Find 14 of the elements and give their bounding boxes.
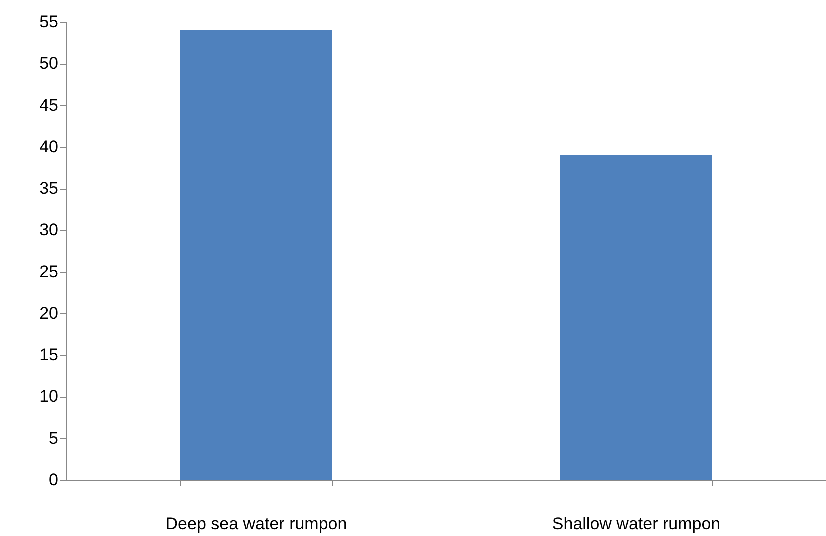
x-tick-label: Deep sea water rumpon: [166, 514, 348, 534]
y-tick-label: 25: [40, 262, 58, 282]
y-tick-label: 40: [40, 137, 58, 156]
y-tick-label: 15: [40, 346, 58, 365]
y-tick-label: 30: [40, 220, 58, 240]
y-tick-label: 10: [40, 387, 58, 406]
y-tick-label: 45: [40, 96, 58, 115]
x-tick-label: Shallow water rumpon: [552, 514, 721, 534]
y-tick-label: 55: [40, 12, 58, 32]
y-tick-label: 0: [49, 470, 58, 490]
y-tick-label: 5: [49, 428, 58, 448]
y-tick-label: 20: [40, 304, 58, 323]
y-tick-label: 50: [40, 54, 58, 74]
y-tick-label: 35: [40, 179, 58, 198]
